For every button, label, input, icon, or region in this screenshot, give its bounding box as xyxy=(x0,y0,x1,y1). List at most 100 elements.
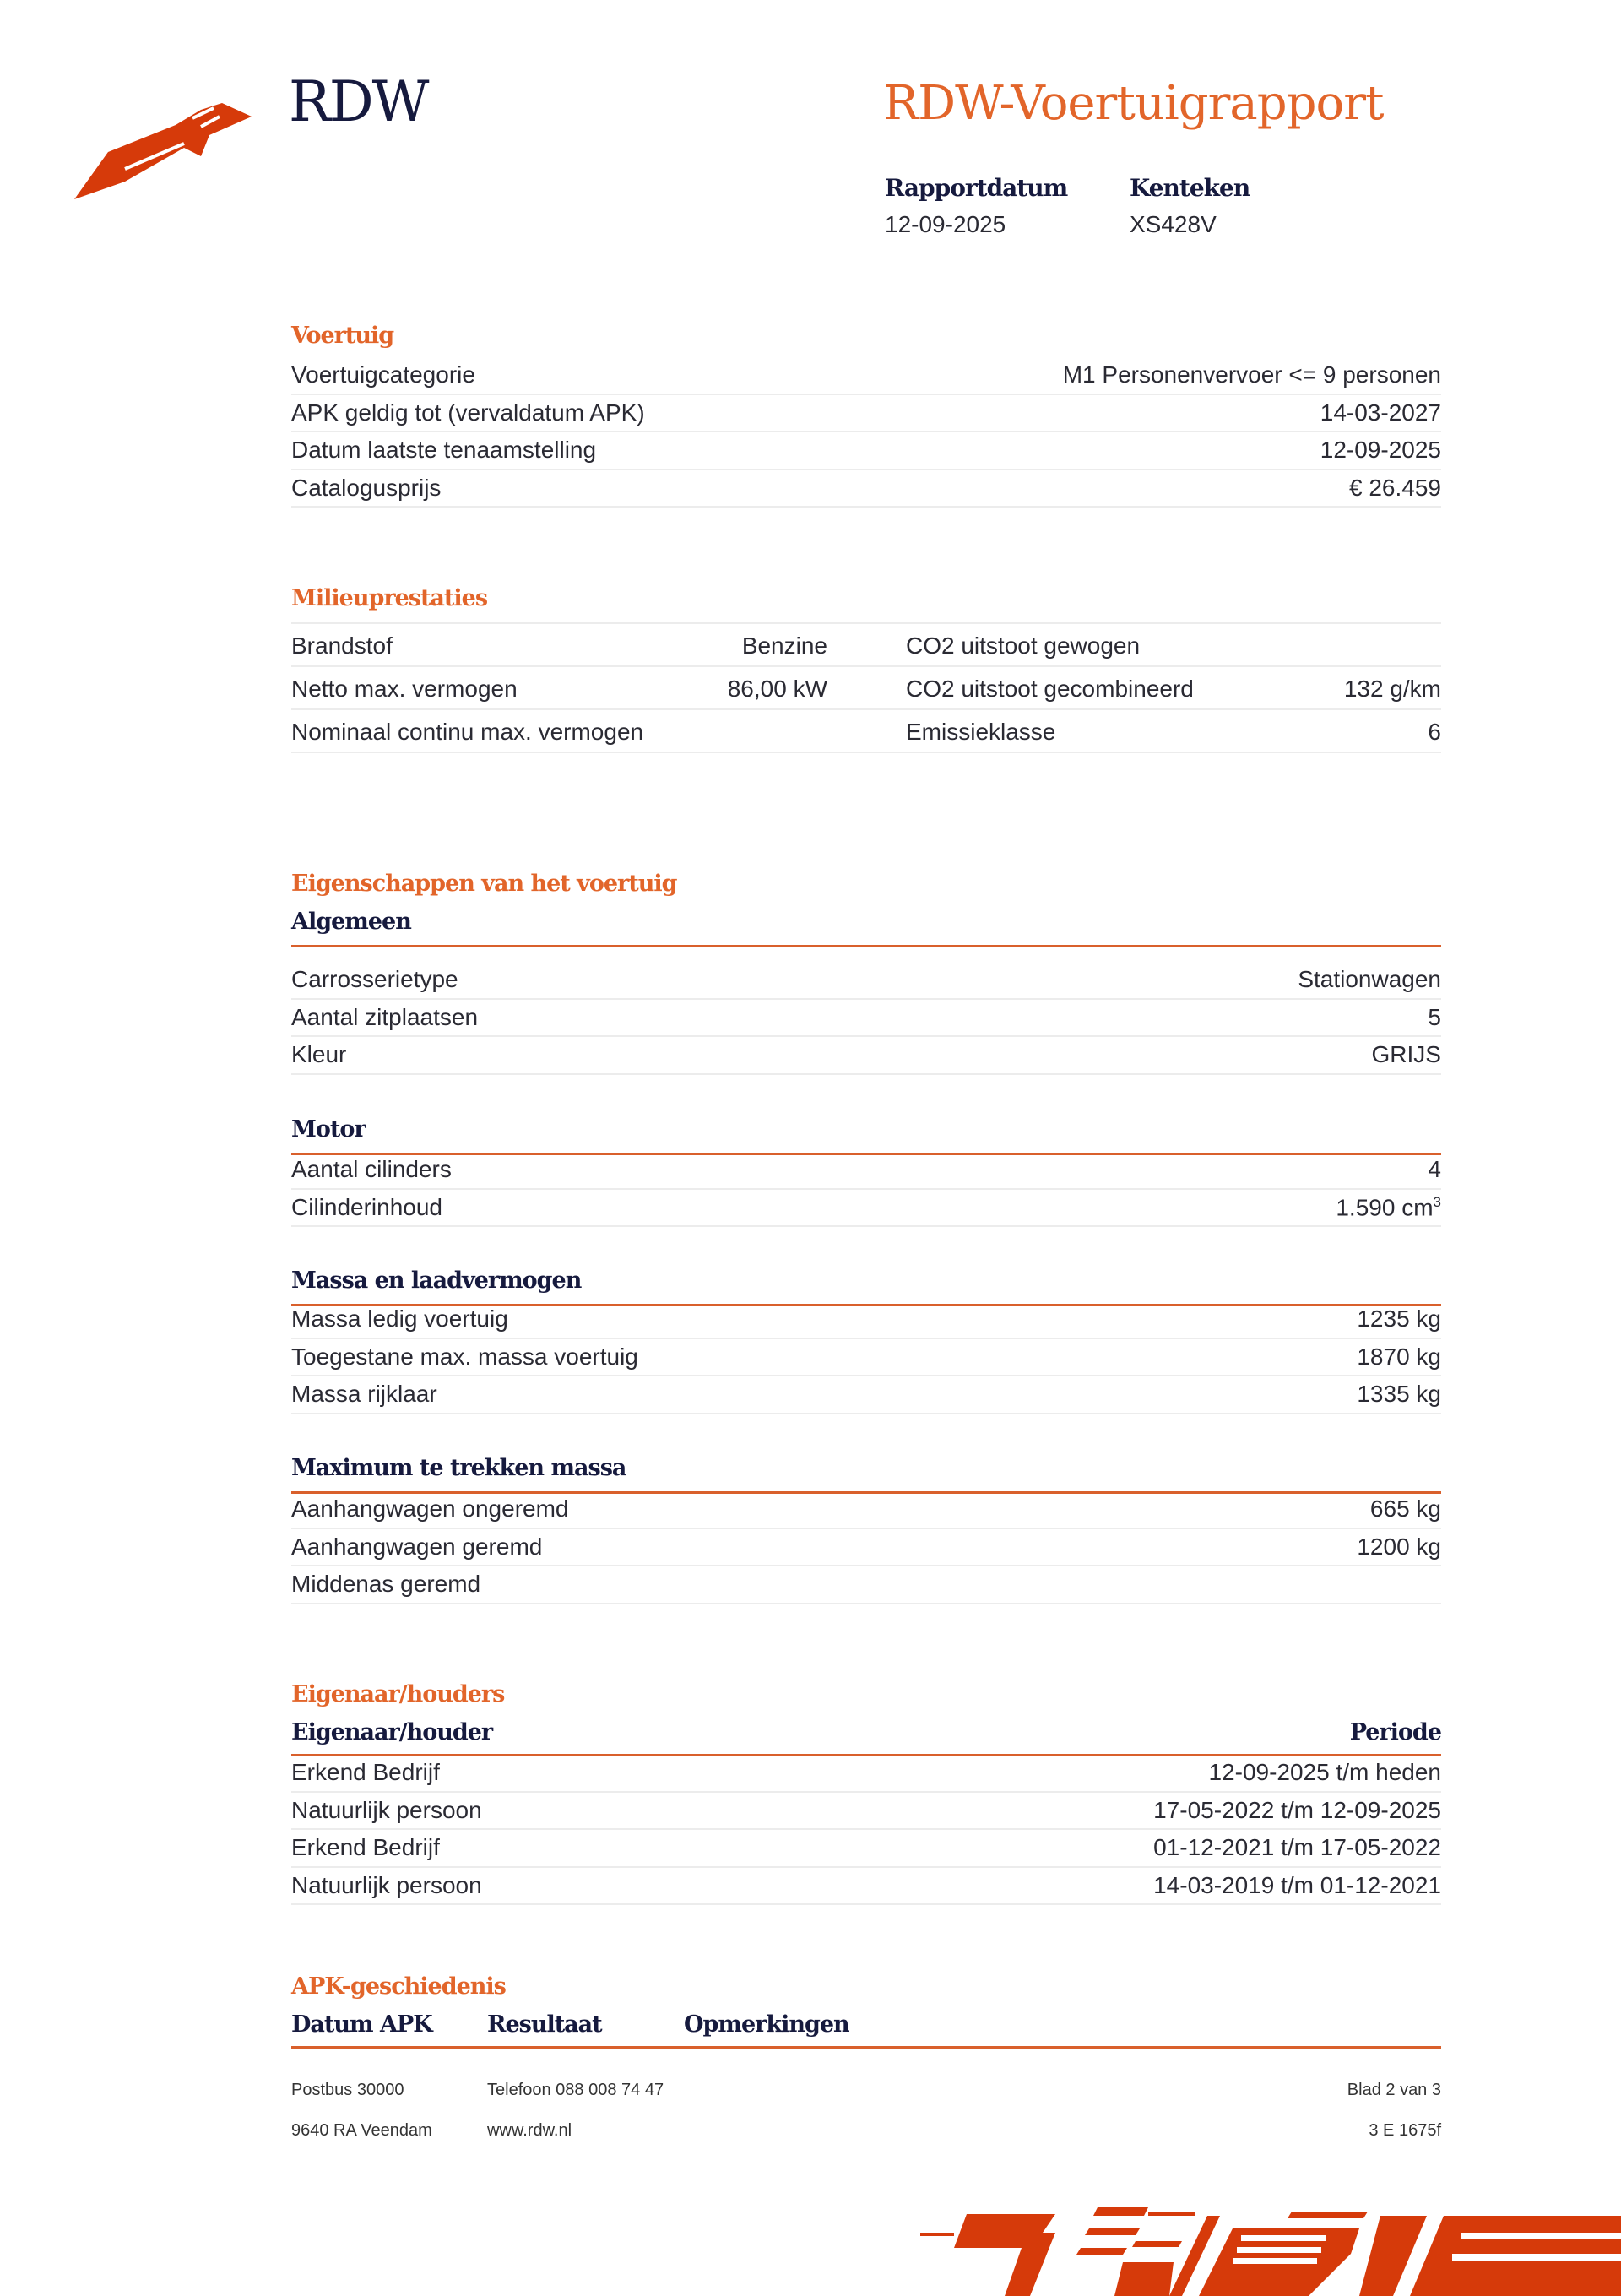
row-label: Cilinderinhoud xyxy=(291,1193,443,1220)
plate-label: Kenteken xyxy=(1130,174,1250,202)
section-title-eigenaar: Eigenaar/houders xyxy=(291,1681,505,1707)
divider xyxy=(291,1153,1441,1155)
row-value: 1235 kg xyxy=(1357,1305,1441,1333)
subsection-title-algemeen: Algemeen xyxy=(291,909,412,935)
owner-col-header: Eigenaar/houder xyxy=(291,1719,493,1745)
table-row: Erkend Bedrijf 01-12-2021 t/m 17-05-2022 xyxy=(291,1830,1441,1868)
report-date-label: Rapportdatum xyxy=(885,174,1068,202)
row-value: M1 Personenvervoer <= 9 personen xyxy=(1062,361,1441,388)
row-value: 12-09-2025 xyxy=(1320,437,1441,464)
table-row: Cilinderinhoud 1.590 cm3 xyxy=(291,1190,1441,1228)
row-value: 14-03-2019 t/m 01-12-2021 xyxy=(1153,1872,1441,1899)
table-row: Netto max. vermogen 86,00 kW CO2 uitstoot … xyxy=(291,667,1441,710)
row-label: Catalogusprijs xyxy=(291,475,442,502)
table-row: Aanhangwagen geremd 1200 kg xyxy=(291,1529,1441,1567)
logo-text: RDW xyxy=(289,69,429,134)
row-label: Erkend Bedrijf xyxy=(291,1759,440,1786)
row-value: 1.590 cm xyxy=(1336,1194,1434,1221)
footer-phone: Telefoon 088 008 74 47 xyxy=(487,2081,664,2099)
table-row: APK geldig tot (vervaldatum APK) 14-03-20… xyxy=(291,395,1441,433)
row-value-wrap: 1.590 cm3 xyxy=(1336,1194,1441,1221)
plate: XS428V xyxy=(1130,211,1217,237)
cell-l1: Netto max. vermogen xyxy=(291,676,518,702)
table-row: Erkend Bedrijf 12-09-2025 t/m heden xyxy=(291,1755,1441,1793)
cell-v2: 132 g/km xyxy=(1343,676,1441,702)
row-label: Aantal zitplaatsen xyxy=(291,1003,479,1030)
row-label: Aanhangwagen ongeremd xyxy=(291,1495,569,1523)
table-row: Middenas geremd xyxy=(291,1566,1441,1604)
table-row: Massa ledig voertuig 1235 kg xyxy=(291,1301,1441,1339)
table-row: Toegestane max. massa voertuig 1870 kg xyxy=(291,1339,1441,1377)
footer-web[interactable]: www.rdw.nl xyxy=(487,2121,572,2140)
table-row: Voertuigcategorie M1 Personenvervoer <= 9… xyxy=(291,357,1441,395)
row-label: Natuurlijk persoon xyxy=(291,1796,482,1823)
row-label: Middenas geremd xyxy=(291,1571,481,1598)
cell-l1: Nominaal continu max. vermogen xyxy=(291,719,644,745)
subsection-title-motor: Motor xyxy=(291,1116,366,1143)
cell-v1: 86,00 kW xyxy=(727,676,827,702)
rdw-logo-icon xyxy=(74,103,252,199)
row-label: Toegestane max. massa voertuig xyxy=(291,1343,638,1370)
table-row: Aantal zitplaatsen 5 xyxy=(291,1000,1441,1038)
table-row: Nominaal continu max. vermogen Emissiekla… xyxy=(291,710,1441,753)
row-value: 1200 kg xyxy=(1357,1533,1441,1560)
unit-superscript: 3 xyxy=(1433,1193,1441,1210)
subsection-title-trek: Maximum te trekken massa xyxy=(291,1455,626,1481)
table-row: Natuurlijk persoon 14-03-2019 t/m 01-12-2… xyxy=(291,1868,1441,1906)
footer-code: 3 E 1675f xyxy=(1369,2121,1441,2140)
cell-v2: 6 xyxy=(1428,719,1441,745)
row-label: Datum laatste tenaamstelling xyxy=(291,437,597,464)
subsection-title-massa: Massa en laadvermogen xyxy=(291,1267,582,1294)
row-value: € 26.459 xyxy=(1349,475,1441,502)
row-label: Erkend Bedrijf xyxy=(291,1834,440,1861)
section-title-apk: APK-geschiedenis xyxy=(291,1973,507,2000)
divider xyxy=(291,1491,1441,1494)
footer-address2: 9640 RA Veendam xyxy=(291,2121,432,2140)
row-value: 17-05-2022 t/m 12-09-2025 xyxy=(1153,1796,1441,1823)
row-value: 12-09-2025 t/m heden xyxy=(1208,1759,1441,1786)
apk-col-remarks: Opmerkingen xyxy=(684,2011,850,2038)
cell-l2: Emissieklasse xyxy=(906,719,1056,745)
section-title-voertuig: Voertuig xyxy=(291,323,394,349)
row-value: Stationwagen xyxy=(1298,966,1441,993)
cell-l1: Brandstof xyxy=(291,632,393,659)
row-label: Massa rijklaar xyxy=(291,1381,437,1408)
table-row: Aanhangwagen ongeremd 665 kg xyxy=(291,1491,1441,1529)
row-value: 4 xyxy=(1428,1156,1441,1183)
row-label: Aantal cilinders xyxy=(291,1156,452,1183)
row-value: 665 kg xyxy=(1369,1495,1441,1523)
divider xyxy=(291,1304,1441,1306)
report-title: RDW-Voertuigrapport xyxy=(883,76,1384,131)
cell-l2: CO2 uitstoot gecombineerd xyxy=(906,676,1194,702)
report-date: 12-09-2025 xyxy=(885,211,1006,237)
row-value: 1870 kg xyxy=(1357,1343,1441,1370)
footer-address1: Postbus 30000 xyxy=(291,2081,404,2099)
row-label: Carrosserietype xyxy=(291,966,458,993)
apk-col-result: Resultaat xyxy=(487,2011,603,2038)
row-label: Massa ledig voertuig xyxy=(291,1305,508,1333)
table-row: Catalogusprijs € 26.459 xyxy=(291,470,1441,508)
divider xyxy=(291,945,1441,947)
table-row: Datum laatste tenaamstelling 12-09-2025 xyxy=(291,432,1441,470)
row-value: 5 xyxy=(1428,1003,1441,1030)
period-col-header: Periode xyxy=(1349,1719,1442,1745)
table-row: Brandstof Benzine CO2 uitstoot gewogen xyxy=(291,624,1441,667)
section-title-milieu: Milieuprestaties xyxy=(291,585,488,611)
row-value: GRIJS xyxy=(1371,1041,1441,1068)
row-label: APK geldig tot (vervaldatum APK) xyxy=(291,399,645,426)
rdw-footer-logo-icon xyxy=(920,2207,1621,2296)
row-label: Natuurlijk persoon xyxy=(291,1872,482,1899)
row-value: 1335 kg xyxy=(1357,1381,1441,1408)
row-label: Voertuigcategorie xyxy=(291,361,475,388)
table-row: Carrosserietype Stationwagen xyxy=(291,962,1441,1000)
table-row: Massa rijklaar 1335 kg xyxy=(291,1376,1441,1414)
row-value: 14-03-2027 xyxy=(1320,399,1441,426)
cell-v1: Benzine xyxy=(741,632,827,659)
row-label: Aanhangwagen geremd xyxy=(291,1533,543,1560)
cell-l2: CO2 uitstoot gewogen xyxy=(906,632,1141,659)
row-label: Kleur xyxy=(291,1041,347,1068)
footer-page: Blad 2 van 3 xyxy=(1347,2081,1441,2099)
table-row: Natuurlijk persoon 17-05-2022 t/m 12-09-2… xyxy=(291,1793,1441,1831)
table-row: Aantal cilinders 4 xyxy=(291,1152,1441,1190)
apk-col-date: Datum APK xyxy=(291,2011,433,2038)
